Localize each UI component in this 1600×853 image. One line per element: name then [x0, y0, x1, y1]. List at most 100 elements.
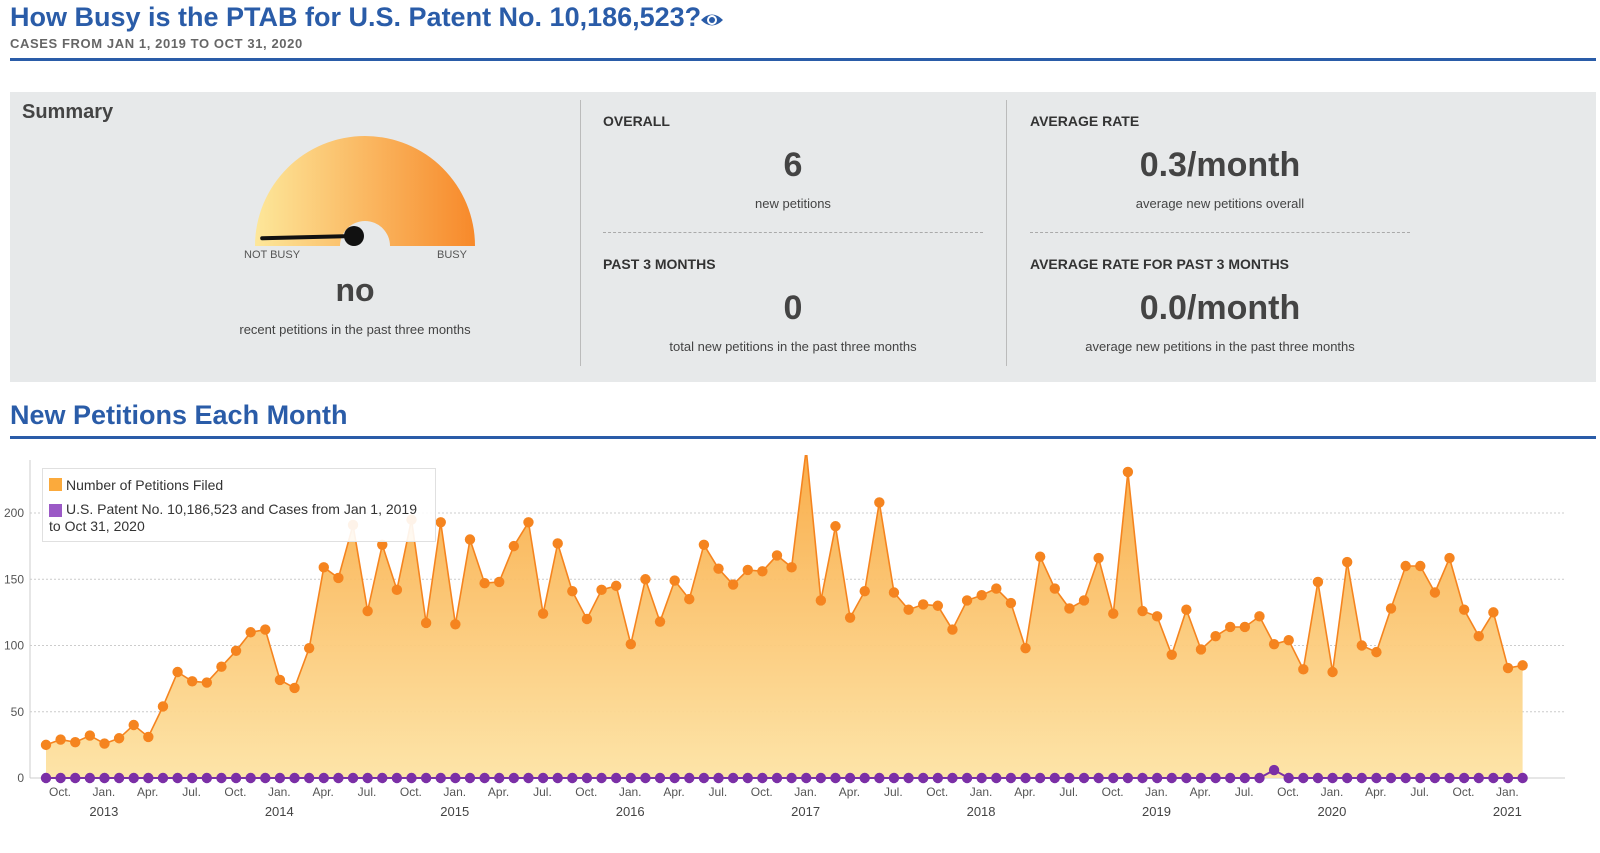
data-point-petitions	[450, 619, 461, 630]
data-point-patent	[903, 772, 914, 784]
x-tick-label: Jan.	[1145, 785, 1168, 799]
data-point-petitions	[172, 666, 183, 678]
data-point-petitions	[1151, 611, 1163, 622]
data-point-petitions	[1268, 638, 1280, 650]
data-point-petitions	[216, 661, 227, 672]
data-point-petitions	[260, 624, 271, 635]
data-point-patent	[1049, 772, 1060, 784]
data-point-patent	[713, 772, 724, 784]
x-tick-label: Jul.	[884, 785, 903, 799]
data-point-petitions	[1502, 662, 1514, 674]
data-point-patent	[771, 772, 783, 784]
data-point-petitions	[1429, 587, 1441, 598]
y-tick-label: 200	[4, 506, 24, 520]
gauge-value: no	[335, 272, 375, 308]
summary-title: Summary	[22, 101, 114, 123]
data-point-patent	[1225, 772, 1236, 784]
eye-icon[interactable]	[700, 10, 724, 30]
data-point-petitions	[1181, 604, 1192, 615]
data-point-patent	[1371, 772, 1382, 784]
data-point-patent	[610, 772, 622, 784]
data-point-patent	[274, 772, 286, 784]
data-point-patent	[464, 772, 476, 784]
legend-item-petitions[interactable]: Number of Petitions Filed	[49, 477, 223, 494]
data-point-petitions	[1049, 583, 1060, 594]
data-point-patent	[406, 772, 417, 784]
section-rule	[10, 436, 1596, 439]
data-point-patent	[1356, 772, 1368, 784]
x-tick-label: Apr.	[137, 785, 158, 799]
legend-label-patent: U.S. Patent No. 10,186,523 and Cases fro…	[49, 501, 417, 534]
legend-label-petitions: Number of Petitions Filed	[66, 477, 224, 493]
data-point-patent	[757, 772, 768, 784]
data-point-petitions	[1298, 664, 1309, 675]
x-tick-label: Oct.	[926, 785, 948, 799]
data-point-petitions	[567, 585, 578, 597]
data-point-patent	[961, 772, 973, 784]
data-point-petitions	[1225, 621, 1236, 633]
data-point-patent	[1005, 772, 1017, 784]
data-point-petitions	[99, 738, 110, 749]
data-point-patent	[742, 772, 753, 784]
data-point-petitions	[742, 564, 753, 576]
data-point-petitions	[1166, 649, 1177, 660]
x-year-label: 2013	[89, 804, 118, 819]
data-point-patent	[654, 772, 666, 784]
data-point-patent	[494, 772, 505, 784]
data-point-patent	[1429, 772, 1441, 784]
data-point-patent	[625, 772, 636, 784]
overall-separator	[603, 232, 983, 233]
data-point-petitions	[1195, 644, 1207, 655]
data-point-patent	[537, 772, 549, 784]
data-point-patent	[1210, 772, 1221, 784]
legend-item-patent[interactable]: U.S. Patent No. 10,186,523 and Cases fro…	[49, 501, 429, 535]
data-point-patent	[303, 772, 315, 784]
data-point-patent	[1078, 772, 1090, 784]
data-point-petitions	[143, 731, 154, 743]
data-point-petitions	[1356, 640, 1368, 651]
x-tick-label: Oct.	[1453, 785, 1475, 799]
data-point-petitions	[479, 578, 490, 589]
data-point-petitions	[596, 584, 607, 596]
data-point-petitions	[318, 562, 329, 573]
data-point-patent	[70, 772, 81, 784]
data-point-petitions	[289, 682, 300, 694]
gauge-caption: recent petitions in the past three month…	[239, 322, 471, 337]
data-point-petitions	[201, 677, 213, 688]
x-tick-label: Jan.	[268, 785, 291, 799]
data-point-patent	[55, 772, 66, 784]
x-tick-label: Oct.	[400, 785, 422, 799]
data-point-petitions	[757, 566, 768, 577]
data-point-patent	[801, 772, 812, 784]
data-point-patent	[201, 772, 213, 784]
data-point-petitions	[1005, 597, 1017, 609]
past3-label: PAST 3 MONTHS	[603, 256, 716, 272]
data-point-patent	[552, 772, 563, 784]
data-point-patent	[1488, 772, 1499, 784]
data-point-patent	[391, 772, 403, 784]
data-point-petitions	[1064, 603, 1075, 614]
data-point-petitions	[537, 608, 549, 619]
data-point-petitions	[947, 624, 958, 635]
data-point-patent	[684, 772, 695, 784]
data-point-petitions	[55, 734, 66, 745]
data-point-patent	[1093, 772, 1104, 784]
data-point-patent	[669, 772, 680, 784]
page-subtitle: CASES FROM JAN 1, 2019 TO OCT 31, 2020	[10, 36, 303, 51]
x-tick-label: Jul.	[709, 785, 728, 799]
legend-swatch-patent	[49, 504, 62, 517]
data-point-patent	[991, 772, 1002, 784]
data-point-petitions	[771, 550, 783, 561]
data-point-patent	[1327, 772, 1338, 784]
data-point-petitions	[1254, 611, 1265, 622]
data-point-petitions	[420, 617, 432, 629]
data-point-petitions	[113, 733, 125, 744]
data-point-patent	[1341, 772, 1353, 784]
data-point-patent	[1444, 772, 1455, 784]
y-tick-label: 100	[4, 639, 24, 653]
data-point-patent	[581, 772, 593, 784]
data-point-petitions	[464, 534, 476, 545]
x-year-label: 2014	[265, 804, 294, 819]
data-point-petitions	[1385, 603, 1397, 614]
busy-gauge	[255, 136, 475, 246]
